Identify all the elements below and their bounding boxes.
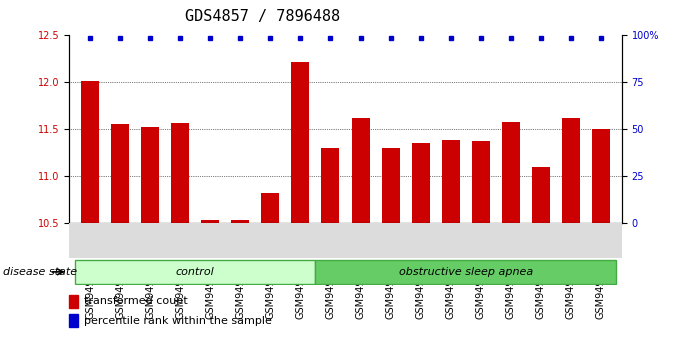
Bar xyxy=(472,141,490,223)
Bar xyxy=(592,129,610,223)
Bar xyxy=(141,127,159,223)
Text: obstructive sleep apnea: obstructive sleep apnea xyxy=(399,267,533,277)
Bar xyxy=(201,220,219,223)
Text: percentile rank within the sample: percentile rank within the sample xyxy=(84,316,272,326)
FancyBboxPatch shape xyxy=(316,260,616,284)
Bar xyxy=(81,81,99,223)
Text: control: control xyxy=(176,267,215,277)
Bar xyxy=(111,124,129,223)
Bar xyxy=(352,118,370,223)
Bar xyxy=(321,148,339,223)
Bar xyxy=(442,141,460,223)
Bar xyxy=(412,143,430,223)
Text: disease state: disease state xyxy=(3,267,77,277)
Bar xyxy=(562,118,580,223)
Bar xyxy=(261,193,279,223)
Text: GDS4857 / 7896488: GDS4857 / 7896488 xyxy=(185,9,340,24)
Text: transformed count: transformed count xyxy=(84,296,187,306)
Bar xyxy=(502,122,520,223)
FancyBboxPatch shape xyxy=(75,260,316,284)
Bar xyxy=(292,62,310,223)
Bar xyxy=(381,148,399,223)
Bar xyxy=(532,167,550,223)
Bar xyxy=(231,220,249,223)
Bar xyxy=(171,122,189,223)
